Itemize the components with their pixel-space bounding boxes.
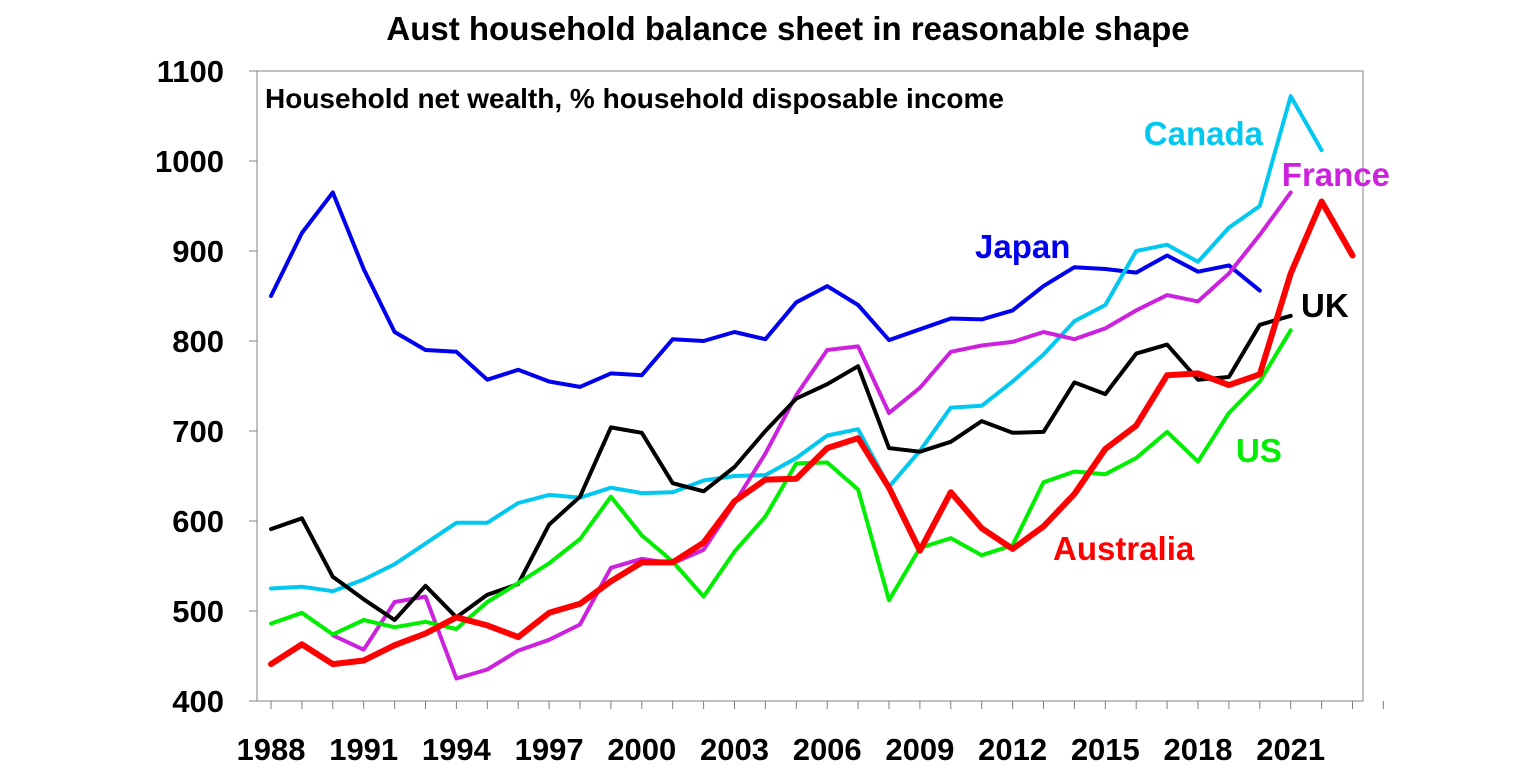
series-label-australia: Australia bbox=[1053, 530, 1195, 567]
x-tick-label: 2021 bbox=[1256, 732, 1325, 767]
series-label-france: France bbox=[1282, 156, 1390, 193]
series-label-uk: UK bbox=[1301, 287, 1349, 324]
x-tick-label: 2009 bbox=[885, 732, 954, 767]
chart-title: Aust household balance sheet in reasonab… bbox=[386, 10, 1190, 47]
chart-subtitle: Household net wealth, % household dispos… bbox=[265, 83, 1004, 114]
y-tick-label: 500 bbox=[172, 594, 224, 629]
y-tick-label: 400 bbox=[172, 684, 224, 719]
y-tick-label: 700 bbox=[172, 414, 224, 449]
x-tick-label: 2012 bbox=[978, 732, 1047, 767]
x-tick-label: 2006 bbox=[793, 732, 862, 767]
x-tick-label: 2018 bbox=[1164, 732, 1233, 767]
x-tick-label: 1997 bbox=[515, 732, 584, 767]
series-label-japan: Japan bbox=[975, 228, 1070, 265]
y-tick-label: 900 bbox=[172, 234, 224, 269]
x-tick-label: 2003 bbox=[700, 732, 769, 767]
series-line-uk bbox=[269, 313, 1293, 622]
y-tick-label: 1000 bbox=[155, 144, 224, 179]
series-line-france bbox=[330, 190, 1293, 681]
series-line-japan bbox=[269, 190, 1262, 389]
x-tick-label: 1994 bbox=[422, 732, 492, 767]
series-label-us: US bbox=[1236, 432, 1282, 469]
x-tick-label: 1988 bbox=[237, 732, 306, 767]
plot-area bbox=[256, 70, 1364, 702]
x-tick-label: 2015 bbox=[1071, 732, 1140, 767]
y-tick-label: 1100 bbox=[157, 54, 224, 89]
series-line-australia bbox=[268, 198, 1356, 668]
y-tick-label: 600 bbox=[172, 504, 224, 539]
y-tick-label: 800 bbox=[172, 324, 224, 359]
series-line-canada bbox=[269, 94, 1324, 594]
series-label-canada: Canada bbox=[1144, 115, 1264, 152]
x-tick-label: 1991 bbox=[329, 732, 398, 767]
x-tick-label: 2000 bbox=[607, 732, 676, 767]
